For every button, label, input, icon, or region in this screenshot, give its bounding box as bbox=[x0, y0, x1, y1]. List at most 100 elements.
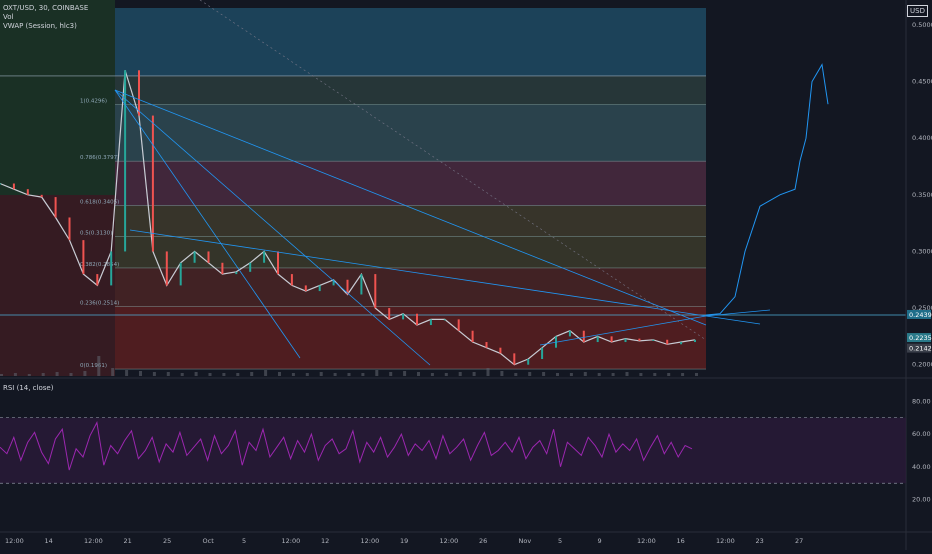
price-candle bbox=[12, 183, 15, 190]
fib-band bbox=[115, 267, 706, 307]
symbol-title: OXT/USD, 30, COINBASE bbox=[3, 4, 89, 12]
symbol-legend: OXT/USD, 30, COINBASE Vol VWAP (Session,… bbox=[3, 4, 88, 31]
price-label-box bbox=[907, 343, 931, 353]
fib-level-label: 1(0.4296) bbox=[80, 99, 107, 105]
price-candle bbox=[527, 359, 530, 365]
time-tick-label: 12:00 bbox=[361, 537, 380, 545]
time-tick-label: 5 bbox=[242, 537, 246, 545]
volume-bar bbox=[278, 372, 281, 376]
price-candle bbox=[638, 338, 641, 341]
volume-bar bbox=[486, 368, 490, 376]
volume-bar bbox=[208, 373, 212, 376]
volume-bar bbox=[528, 372, 532, 376]
price-candle bbox=[541, 347, 544, 360]
fib-band bbox=[115, 104, 706, 162]
zone-bottom-left bbox=[0, 195, 115, 376]
volume-bar bbox=[625, 372, 629, 376]
price-candle bbox=[318, 285, 321, 292]
price-candle bbox=[416, 313, 418, 326]
trendline bbox=[114, 89, 707, 326]
volume-bar bbox=[180, 373, 184, 376]
price-label-text: 0.2142 bbox=[909, 345, 932, 353]
volume-bar bbox=[194, 372, 198, 376]
price-candle bbox=[471, 330, 474, 343]
volume-bar bbox=[361, 373, 365, 376]
trendline bbox=[705, 315, 761, 325]
fib-level-label: 0(0.1961) bbox=[80, 363, 107, 369]
price-candle bbox=[235, 271, 238, 275]
volume-bar bbox=[611, 373, 615, 376]
price-candle bbox=[249, 262, 252, 272]
volume-bar bbox=[444, 373, 448, 376]
zone-top-left bbox=[0, 0, 115, 195]
price-candle bbox=[40, 194, 43, 198]
time-tick-label: 16 bbox=[677, 537, 685, 545]
trendline bbox=[114, 89, 301, 359]
price-label-text: 0.2235 bbox=[909, 334, 932, 342]
volume-bar bbox=[681, 373, 685, 376]
currency-badge[interactable]: USD bbox=[907, 5, 928, 17]
volume-bar bbox=[639, 373, 643, 376]
vwap-legend: VWAP (Session, hlc3) bbox=[3, 22, 77, 30]
fib-level-label: 0.236(0.2514) bbox=[80, 300, 119, 306]
rsi-line bbox=[0, 421, 693, 471]
volume-bar bbox=[653, 373, 657, 376]
time-tick-label: 26 bbox=[479, 537, 487, 545]
trendline bbox=[705, 309, 771, 317]
price-candle bbox=[513, 353, 516, 365]
volume-bar bbox=[13, 373, 17, 376]
price-candle bbox=[0, 183, 1, 185]
fib-level-label: 0.382(0.2854) bbox=[80, 262, 119, 268]
volume-bar bbox=[347, 373, 351, 376]
projection-curve bbox=[705, 63, 829, 316]
fib-band bbox=[115, 306, 706, 370]
price-candle bbox=[151, 115, 154, 252]
volume-bar bbox=[55, 372, 59, 376]
trendline bbox=[114, 89, 431, 366]
volume-bar bbox=[403, 371, 407, 376]
volume-bar bbox=[41, 373, 45, 376]
volume-bar bbox=[319, 372, 323, 376]
fib-level-label: 0.618(0.3405) bbox=[80, 200, 119, 206]
price-candle bbox=[96, 274, 99, 286]
price-candle bbox=[610, 336, 613, 343]
fib-band bbox=[115, 205, 706, 237]
time-tick-label: 12:00 bbox=[5, 537, 24, 545]
time-tick-label: 14 bbox=[45, 537, 53, 545]
time-tick-label: Oct bbox=[203, 537, 215, 545]
price-candle bbox=[499, 347, 502, 354]
price-axis bbox=[906, 0, 932, 550]
price-candle bbox=[694, 339, 696, 343]
time-tick-label: 12:00 bbox=[440, 537, 459, 545]
volume-bar bbox=[291, 373, 295, 376]
price-candle bbox=[68, 217, 71, 241]
price-candle bbox=[443, 319, 446, 321]
price-candle bbox=[568, 330, 571, 337]
volume-bar bbox=[69, 373, 73, 376]
volume-bar bbox=[97, 356, 101, 376]
price-candle bbox=[207, 251, 210, 263]
price-candle bbox=[179, 262, 182, 286]
price-candle bbox=[110, 251, 113, 286]
volume-bar bbox=[472, 372, 476, 376]
volume-bar bbox=[152, 372, 156, 376]
volume-bar bbox=[264, 370, 268, 376]
volume-bar bbox=[236, 373, 240, 376]
volume-bar bbox=[417, 372, 420, 376]
price-candle bbox=[82, 240, 85, 275]
price-candle bbox=[165, 251, 168, 286]
volume-bar bbox=[0, 374, 3, 376]
time-tick-label: 12 bbox=[321, 537, 329, 545]
volume-bar bbox=[569, 373, 573, 376]
volume-bar bbox=[125, 370, 129, 376]
price-candle bbox=[124, 70, 127, 252]
time-tick-label: 12:00 bbox=[637, 537, 656, 545]
price-candle bbox=[263, 251, 266, 263]
time-tick-label: 5 bbox=[558, 537, 562, 545]
price-candle bbox=[374, 274, 377, 309]
